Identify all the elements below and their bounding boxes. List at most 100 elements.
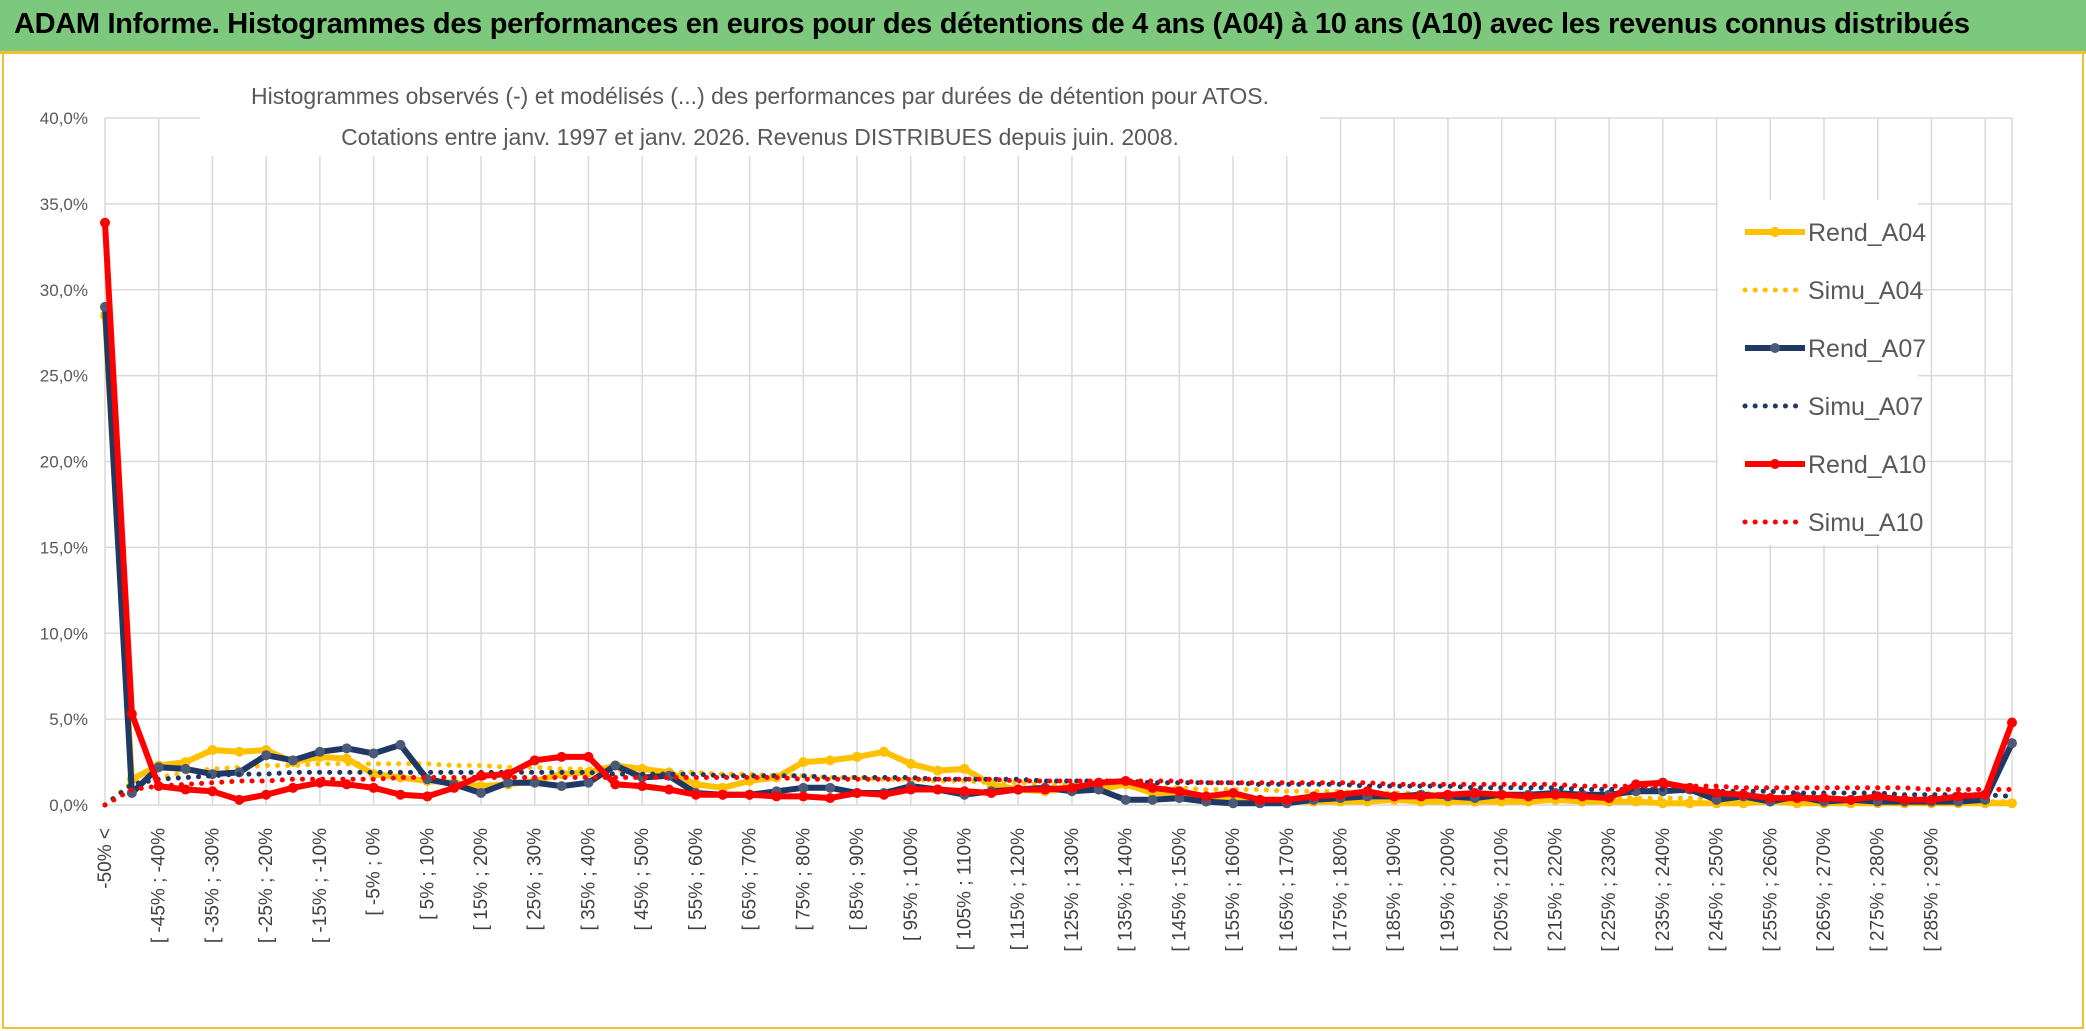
x-tick-label: [ -15% ; -10% <box>310 828 331 943</box>
data-point-rend-a10 <box>986 787 997 798</box>
data-point-rend-a10 <box>1066 782 1077 793</box>
y-tick-label: 20,0% <box>40 453 88 472</box>
data-point-rend-a10 <box>1389 791 1400 802</box>
title-background <box>200 74 1320 156</box>
data-point-rend-a04 <box>476 781 487 792</box>
data-point-rend-a10 <box>717 789 728 800</box>
data-point-rend-a10 <box>1254 794 1265 805</box>
report-title: ADAM Informe. Histogrammes des performan… <box>14 8 1970 40</box>
x-tick-label: [ 175% ; 180% <box>1331 828 1352 952</box>
legend-marker-rend-a04 <box>1770 227 1780 237</box>
x-tick-label: [ 245% ; 250% <box>1707 828 1728 952</box>
data-point-rend-a04 <box>395 772 406 783</box>
data-point-rend-a07 <box>1228 798 1239 809</box>
data-point-rend-a10 <box>261 789 272 800</box>
data-point-rend-a10 <box>878 789 889 800</box>
x-tick-label: [ 275% ; 280% <box>1868 828 1889 952</box>
legend-marker-rend-a07 <box>1770 343 1780 353</box>
data-point-rend-a10 <box>556 751 567 762</box>
data-point-rend-a04 <box>1657 798 1668 809</box>
data-point-rend-a10 <box>1308 791 1319 802</box>
chart-subtitle: Cotations entre janv. 1997 et janv. 2026… <box>341 124 1179 150</box>
data-point-rend-a10 <box>744 789 755 800</box>
data-point-rend-a04 <box>959 763 970 774</box>
chart-frame <box>2 54 2084 1029</box>
series-line-simu-a10 <box>102 775 2015 808</box>
x-tick-label: [ 125% ; 130% <box>1062 828 1083 952</box>
data-point-rend-a07 <box>180 763 191 774</box>
data-point-rend-a04 <box>1738 798 1749 809</box>
data-point-rend-a07 <box>1174 793 1185 804</box>
data-point-rend-a10 <box>288 782 299 793</box>
data-point-rend-a10 <box>932 784 943 795</box>
data-point-rend-a07 <box>153 762 164 773</box>
data-point-rend-a04 <box>825 755 836 766</box>
data-point-rend-a10 <box>1604 793 1615 804</box>
x-tick-label: [ -45% ; -40% <box>149 828 170 943</box>
data-point-rend-a07 <box>314 746 325 757</box>
x-tick-label: [ 135% ; 140% <box>1116 828 1137 952</box>
legend-background <box>1718 200 1918 545</box>
x-tick-label: [ 165% ; 170% <box>1277 828 1298 952</box>
data-point-rend-a10 <box>1711 787 1722 798</box>
data-point-rend-a10 <box>395 789 406 800</box>
data-point-rend-a10 <box>207 786 218 797</box>
x-tick-label: [ 265% ; 270% <box>1814 828 1835 952</box>
x-tick-label: -50% < <box>95 828 116 889</box>
x-tick-label: [ 235% ; 240% <box>1653 828 1674 952</box>
data-point-rend-a10 <box>1980 789 1991 800</box>
data-point-rend-a10 <box>959 786 970 797</box>
y-tick-label: 10,0% <box>40 624 88 643</box>
data-point-rend-a04 <box>905 758 916 769</box>
x-tick-label: [ 75% ; 80% <box>793 828 814 931</box>
data-point-rend-a07 <box>1093 784 1104 795</box>
data-point-rend-a04 <box>878 746 889 757</box>
data-point-rend-a04 <box>932 765 943 776</box>
data-point-rend-a10 <box>1147 782 1158 793</box>
x-tick-label: [ 15% ; 20% <box>471 828 492 931</box>
data-point-rend-a10 <box>1013 784 1024 795</box>
data-point-rend-a10 <box>2007 717 2017 728</box>
data-point-rend-a04 <box>690 779 701 790</box>
data-point-rend-a10 <box>341 779 352 790</box>
y-tick-label: 25,0% <box>40 367 88 386</box>
data-point-rend-a10 <box>905 784 916 795</box>
data-point-rend-a10 <box>1899 794 1910 805</box>
data-point-rend-a07 <box>476 787 487 798</box>
x-tick-label: [ 225% ; 230% <box>1599 828 1620 952</box>
data-point-rend-a04 <box>341 753 352 764</box>
y-tick-label: 0,0% <box>49 796 88 815</box>
data-point-rend-a04 <box>234 746 245 757</box>
x-tick-label: [ 45% ; 50% <box>632 828 653 931</box>
x-tick-label: [ 195% ; 200% <box>1438 828 1459 952</box>
data-point-rend-a10 <box>529 755 540 766</box>
data-point-rend-a04 <box>852 751 863 762</box>
data-point-rend-a10 <box>610 779 621 790</box>
x-tick-label: [ 55% ; 60% <box>686 828 707 931</box>
data-point-rend-a10 <box>1442 789 1453 800</box>
data-point-rend-a10 <box>798 791 809 802</box>
x-tick-label: [ 145% ; 150% <box>1169 828 1190 952</box>
data-point-rend-a10 <box>234 794 245 805</box>
legend-label-simu-a10: Simu_A10 <box>1808 509 1923 537</box>
data-point-rend-a10 <box>422 791 433 802</box>
data-point-rend-a10 <box>1469 787 1480 798</box>
report-banner: ADAM Informe. Histogrammes des performan… <box>0 0 2086 54</box>
data-point-rend-a10 <box>771 791 782 802</box>
data-point-rend-a10 <box>1523 791 1534 802</box>
data-point-rend-a10 <box>1953 791 1964 802</box>
data-point-rend-a07 <box>556 781 567 792</box>
x-tick-label: [ 215% ; 220% <box>1545 828 1566 952</box>
legend-label-rend-a10: Rend_A10 <box>1808 451 1926 479</box>
data-point-rend-a04 <box>798 757 809 768</box>
data-point-rend-a10 <box>1281 794 1292 805</box>
data-point-rend-a07 <box>1711 794 1722 805</box>
data-point-rend-a10 <box>368 782 379 793</box>
data-point-rend-a10 <box>583 751 594 762</box>
data-point-rend-a10 <box>1201 791 1212 802</box>
x-tick-label: [ 155% ; 160% <box>1223 828 1244 952</box>
x-tick-label: [ 35% ; 40% <box>578 828 599 931</box>
y-tick-label: 40,0% <box>40 109 88 128</box>
data-point-rend-a10 <box>1174 786 1185 797</box>
